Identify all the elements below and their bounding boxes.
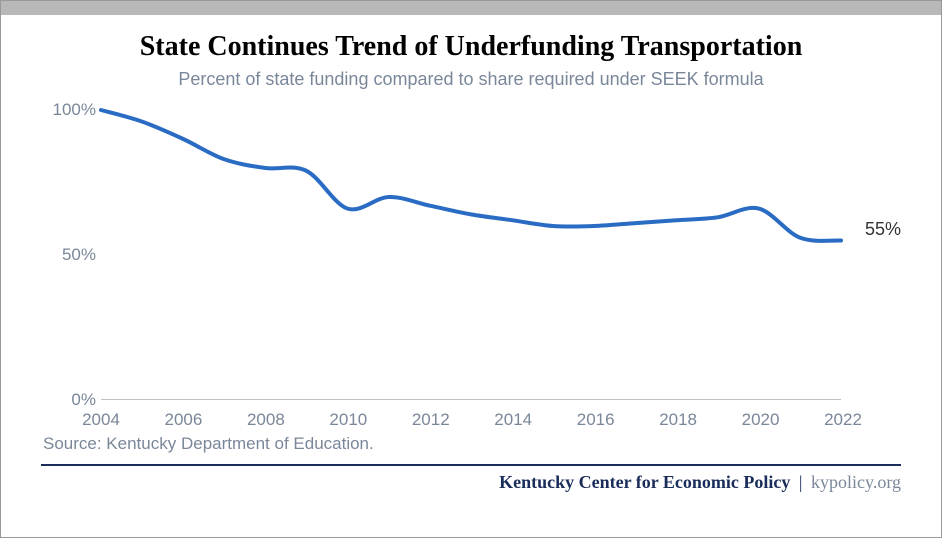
x-tick-label: 2016 — [577, 410, 615, 430]
plot-region — [101, 110, 841, 400]
x-tick-label: 2018 — [659, 410, 697, 430]
x-tick-label: 2008 — [247, 410, 285, 430]
y-tick-label: 50% — [41, 245, 96, 265]
y-tick-label: 100% — [41, 100, 96, 120]
x-tick-label: 2022 — [824, 410, 862, 430]
chart-title: State Continues Trend of Underfunding Tr… — [21, 31, 921, 63]
end-value-label: 55% — [865, 219, 901, 240]
x-tick-label: 2006 — [165, 410, 203, 430]
x-tick-label: 2014 — [494, 410, 532, 430]
y-tick-label: 0% — [41, 390, 96, 410]
content-wrap: State Continues Trend of Underfunding Tr… — [1, 15, 941, 493]
footer-divider — [41, 464, 901, 466]
line-path-svg — [101, 110, 841, 400]
x-tick-label: 2004 — [82, 410, 120, 430]
chart-subtitle: Percent of state funding compared to sha… — [21, 69, 921, 90]
chart-area: 0%50%100% 200420062008201020122014201620… — [41, 110, 901, 430]
x-tick-label: 2012 — [412, 410, 450, 430]
source-text: Source: Kentucky Department of Education… — [43, 434, 921, 454]
x-tick-label: 2010 — [329, 410, 367, 430]
footer-org: Kentucky Center for Economic Policy — [499, 472, 790, 492]
top-bar — [1, 1, 941, 15]
footer: Kentucky Center for Economic Policy | ky… — [21, 472, 901, 493]
footer-url: kypolicy.org — [811, 472, 901, 492]
line-path — [101, 110, 841, 241]
x-tick-label: 2020 — [742, 410, 780, 430]
footer-separator: | — [795, 472, 807, 492]
